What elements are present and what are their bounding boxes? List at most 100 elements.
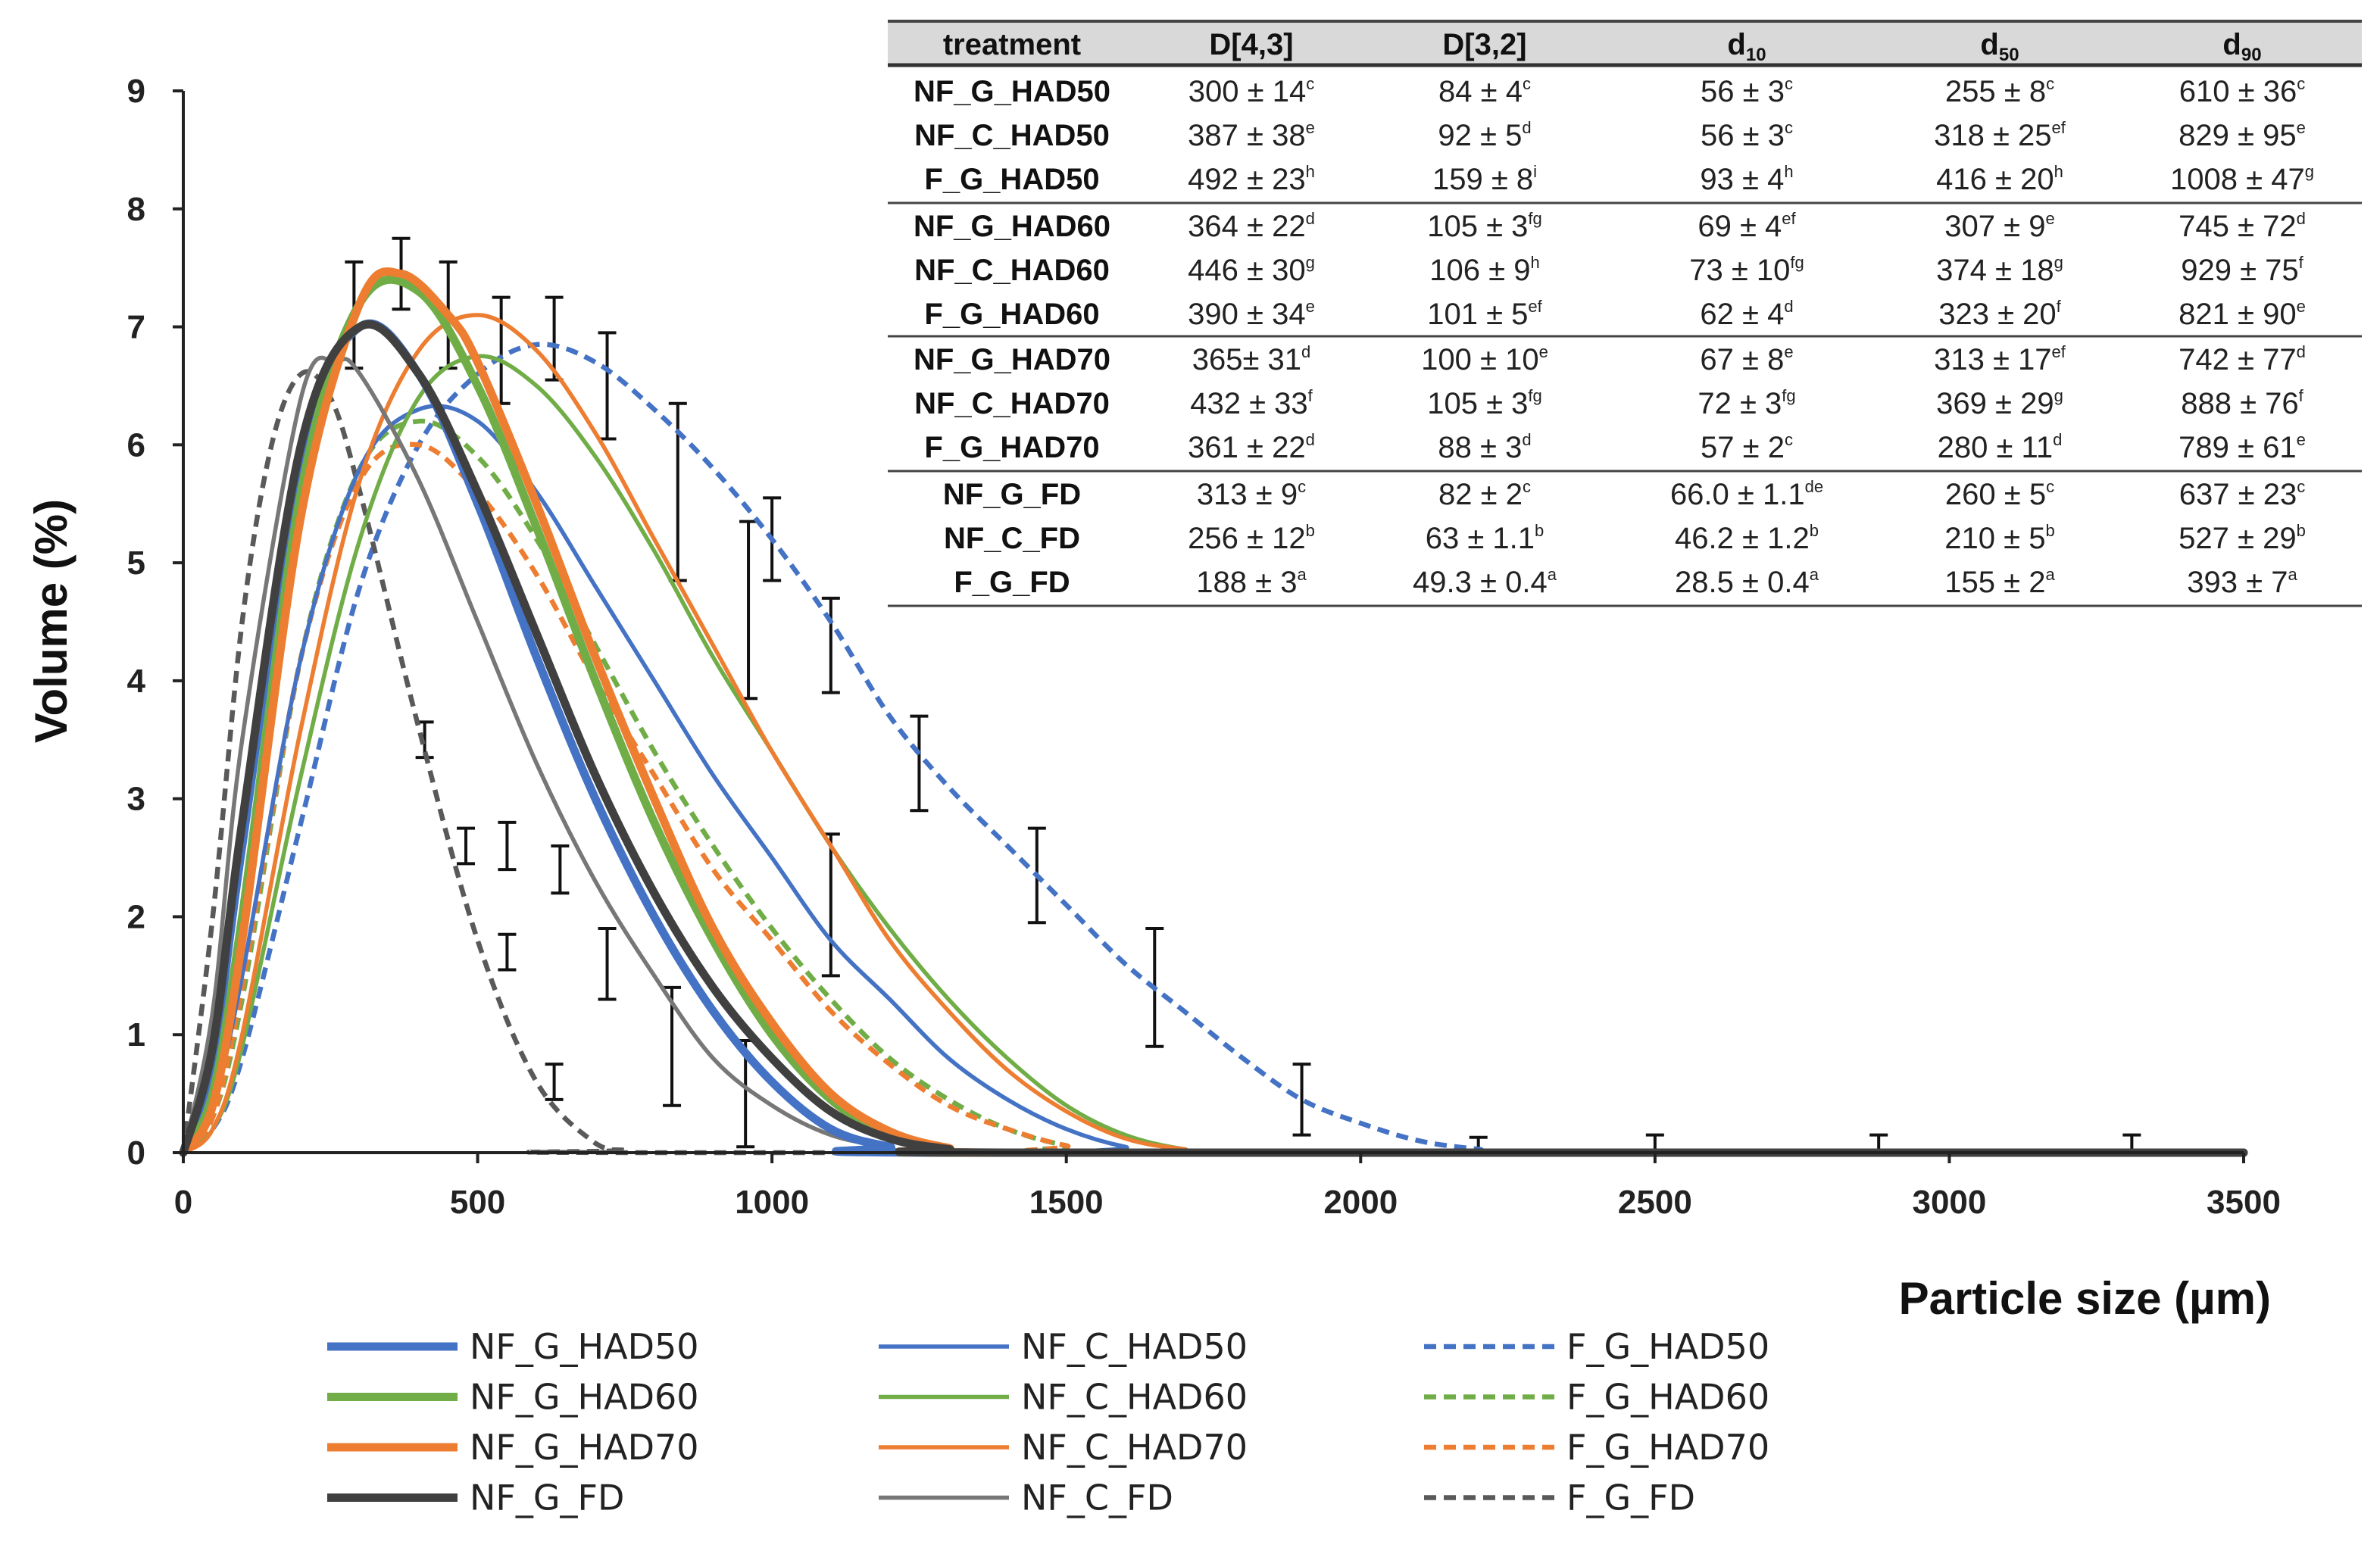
- table-cell: 387 ± 38e: [1188, 118, 1315, 152]
- table-cell: 88 ± 3d: [1438, 430, 1531, 464]
- table-cell: 393 ± 7a: [2187, 565, 2297, 599]
- table-cell: 637 ± 23c: [2179, 477, 2305, 511]
- error-bar: [498, 820, 517, 872]
- legend-label: NF_C_HAD60: [1021, 1377, 1248, 1418]
- table-cell: 374 ± 18g: [1936, 253, 2063, 287]
- y-tick-label: 2: [127, 898, 145, 935]
- table-cell: 155 ± 2a: [1944, 565, 2055, 599]
- legend-label: F_G_FD: [1566, 1478, 1695, 1518]
- summary-table: treatment D[4,3] D[3,2] d10 d50 d90 NF_G_HAD50…: [888, 20, 2362, 607]
- axes: 0 1 2 3 4 5 6 7 8 9 0 500 1000 1500 2000 2500 3000 3500: [127, 73, 2281, 1221]
- table-row: NF_G_FD 313 ± 9c 82 ± 2c 66.0 ± 1.1de 260 ± …: [943, 477, 2305, 511]
- table-row: F_G_HAD60 390 ± 34e 101 ± 5ef 62 ± 4d 323 ± …: [924, 297, 2305, 331]
- table-cell: 46.2 ± 1.2b: [1675, 521, 1819, 555]
- table-row: NF_G_HAD50 300 ± 14c 84 ± 4c 56 ± 3c 255 ± 8…: [914, 74, 2305, 108]
- legend-label: NF_G_HAD60: [470, 1377, 699, 1418]
- y-tick-label: 6: [127, 426, 145, 463]
- table-cell: 49.3 ± 0.4a: [1413, 565, 1557, 599]
- table-cell: 73 ± 10fg: [1689, 253, 1804, 287]
- table-cell: 432 ± 33f: [1190, 386, 1313, 420]
- table-cell: 159 ± 8i: [1432, 162, 1537, 196]
- legend-label: F_G_HAD70: [1566, 1427, 1769, 1468]
- table-row: NF_C_HAD70 432 ± 33f 105 ± 3fg 72 ± 3fg 369 …: [914, 386, 2304, 420]
- table-cell: 188 ± 3a: [1196, 565, 1307, 599]
- table-cell: 318 ± 25ef: [1934, 118, 2066, 152]
- y-tick-label: 4: [127, 663, 146, 700]
- treatment-name: F_G_HAD70: [924, 431, 1099, 464]
- table-cell: 28.5 ± 0.4a: [1675, 565, 1819, 599]
- table-cell: 369 ± 29g: [1936, 386, 2063, 420]
- table-cell: 56 ± 3c: [1701, 118, 1793, 152]
- legend-label: NF_G_HAD70: [470, 1427, 699, 1468]
- legend-label: NF_G_FD: [470, 1478, 624, 1518]
- table-cell: 105 ± 3fg: [1427, 386, 1542, 420]
- table-cell: 361 ± 22d: [1188, 430, 1315, 464]
- table-cell: 446 ± 30g: [1188, 253, 1315, 287]
- table-cell: 365± 31d: [1192, 342, 1311, 376]
- table-cell: 821 ± 90e: [2179, 297, 2306, 331]
- legend-label: NF_C_HAD70: [1021, 1427, 1248, 1468]
- legend-item: NF_G_HAD70: [327, 1427, 699, 1468]
- legend-item: F_G_HAD60: [1424, 1377, 1769, 1418]
- treatment-name: F_G_HAD60: [924, 298, 1099, 331]
- x-tick-label: 1000: [735, 1184, 809, 1221]
- error-bar: [545, 1063, 564, 1101]
- table-header: D[4,3]: [1209, 28, 1293, 61]
- table-cell: 67 ± 8e: [1700, 342, 1793, 376]
- table-cell: 260 ± 5c: [1945, 477, 2054, 511]
- error-bar: [498, 932, 517, 972]
- x-tick-label: 3000: [1912, 1184, 1986, 1221]
- table-cell: 69 ± 4ef: [1698, 209, 1796, 243]
- table-row: NF_C_FD 256 ± 12b 63 ± 1.1b 46.2 ± 1.2b 210 …: [944, 521, 2306, 555]
- table-header-bg: [888, 21, 2362, 64]
- y-tick-label: 1: [127, 1016, 145, 1053]
- legend-label: NF_C_HAD50: [1021, 1326, 1248, 1367]
- legend-label: NF_C_FD: [1021, 1478, 1173, 1518]
- error-bar: [598, 331, 617, 441]
- treatment-name: NF_G_HAD50: [914, 75, 1110, 108]
- table-cell: 84 ± 4c: [1438, 74, 1531, 108]
- x-axis-label: Particle size (µm): [1899, 1273, 2271, 1324]
- x-tick-label: 2000: [1323, 1184, 1398, 1221]
- x-tick-label: 1500: [1029, 1184, 1104, 1221]
- treatment-name: F_G_HAD50: [924, 163, 1099, 196]
- legend-item: NF_G_HAD50: [327, 1326, 699, 1367]
- table-header: D[3,2]: [1442, 28, 1526, 61]
- table-cell: 210 ± 5b: [1944, 521, 2054, 555]
- table-cell: 745 ± 72d: [2179, 209, 2306, 243]
- error-bar: [910, 714, 929, 813]
- table-cell: 62 ± 4d: [1700, 297, 1793, 331]
- x-tick-label: 0: [174, 1184, 192, 1221]
- table-cell: 527 ± 29b: [2179, 521, 2306, 555]
- legend-item: F_G_FD: [1424, 1478, 1695, 1518]
- table-cell: 82 ± 2c: [1438, 477, 1531, 511]
- table-cell: 742 ± 77d: [2179, 342, 2306, 376]
- y-tick-label: 7: [127, 309, 145, 346]
- legend-item: NF_C_HAD70: [879, 1427, 1248, 1468]
- error-bar: [821, 596, 840, 694]
- treatment-name: NF_G_FD: [943, 478, 1081, 511]
- treatment-name: F_G_FD: [954, 566, 1070, 599]
- legend-item: NF_G_FD: [327, 1478, 624, 1518]
- table-cell: 610 ± 36c: [2179, 74, 2305, 108]
- x-tick-label: 2500: [1618, 1184, 1692, 1221]
- legend-label: F_G_HAD60: [1566, 1377, 1769, 1418]
- table-cell: 492 ± 23h: [1188, 162, 1315, 196]
- legend-item: NF_C_HAD50: [879, 1326, 1248, 1367]
- error-bar: [545, 295, 564, 382]
- table-header: d90: [2222, 28, 2261, 65]
- table-cell: 300 ± 14c: [1188, 74, 1314, 108]
- error-bar: [457, 826, 476, 866]
- table-cell: 56 ± 3c: [1701, 74, 1793, 108]
- error-bar: [1292, 1063, 1311, 1137]
- legend: NF_G_HAD50 NF_C_HAD50 F_G_HAD50 NF_G_HAD60 N…: [327, 1326, 1769, 1518]
- error-bar: [492, 295, 511, 405]
- table-cell: 105 ± 3fg: [1427, 209, 1542, 243]
- table-cell: 313 ± 9c: [1197, 477, 1306, 511]
- treatment-name: NF_C_FD: [944, 522, 1080, 555]
- table-cell: 72 ± 3fg: [1698, 386, 1795, 420]
- table-row: NF_C_HAD50 387 ± 38e 92 ± 5d 56 ± 3c 318 ± 2…: [914, 118, 2306, 152]
- legend-item: NF_C_FD: [879, 1478, 1173, 1518]
- x-tick-label: 3500: [2207, 1184, 2281, 1221]
